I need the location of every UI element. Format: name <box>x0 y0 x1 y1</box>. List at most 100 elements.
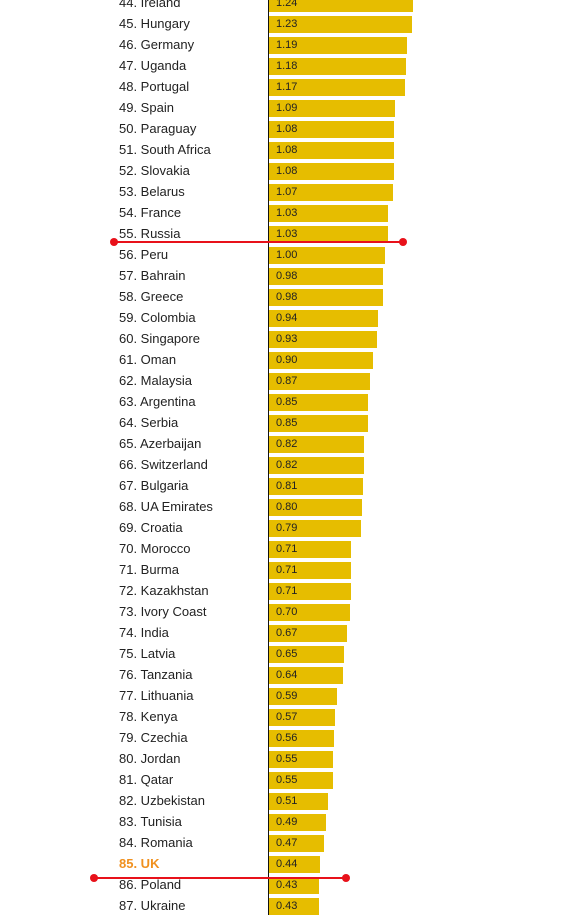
bar-value-label: 1.07 <box>276 186 298 198</box>
bar <box>269 772 333 789</box>
bar <box>269 835 324 852</box>
bar <box>269 37 407 54</box>
bar <box>269 268 383 285</box>
row-label: 46. Germany <box>119 37 195 52</box>
row-label: 60. Singapore <box>119 331 200 346</box>
row-label: 48. Portugal <box>119 79 190 94</box>
bar-value-label: 0.56 <box>276 732 298 744</box>
bar <box>269 331 377 348</box>
bar <box>269 352 373 369</box>
row-label: 82. Uzbekistan <box>119 793 205 808</box>
bar <box>269 541 351 558</box>
bar <box>269 751 333 768</box>
bar-value-label: 0.47 <box>276 837 298 849</box>
row-label: 55. Russia <box>119 226 181 241</box>
bar <box>269 730 334 747</box>
bar-value-label: 0.71 <box>276 543 298 555</box>
bar <box>269 226 388 243</box>
bar-value-label: 1.23 <box>276 18 298 30</box>
row-label: 58. Greece <box>119 289 184 304</box>
marker-line <box>94 877 346 879</box>
row-label: 83. Tunisia <box>119 814 182 829</box>
bar <box>269 0 413 12</box>
bar <box>269 394 368 411</box>
row-label: 61. Oman <box>119 352 177 367</box>
bar <box>269 457 364 474</box>
bar-value-label: 0.57 <box>276 711 298 723</box>
bar <box>269 583 351 600</box>
bar <box>269 877 319 894</box>
bar <box>269 520 361 537</box>
bar <box>269 814 326 831</box>
bar-value-label: 1.24 <box>276 0 298 9</box>
bar <box>269 478 363 495</box>
row-label: 63. Argentina <box>119 394 196 409</box>
bar <box>269 562 351 579</box>
row-label: 62. Malaysia <box>119 373 192 388</box>
row-label: 72. Kazakhstan <box>119 583 209 598</box>
row-label: 81. Qatar <box>119 772 174 787</box>
row-label: 84. Romania <box>119 835 193 850</box>
bar-value-label: 0.65 <box>276 648 298 660</box>
bar <box>269 163 394 180</box>
bar <box>269 667 343 684</box>
bar <box>269 688 337 705</box>
row-label: 75. Latvia <box>119 646 176 661</box>
bar-value-label: 0.98 <box>276 270 298 282</box>
marker-line <box>114 241 403 243</box>
bar-value-label: 0.87 <box>276 375 298 387</box>
bar <box>269 373 370 390</box>
bar <box>269 16 412 33</box>
row-label: 70. Morocco <box>119 541 191 556</box>
row-label: 68. UA Emirates <box>119 499 213 514</box>
row-label: 47. Uganda <box>119 58 187 73</box>
bar-value-label: 1.03 <box>276 207 298 219</box>
bar-value-label: 0.94 <box>276 312 298 324</box>
row-label: 59. Colombia <box>119 310 196 325</box>
row-label: 53. Belarus <box>119 184 185 199</box>
bar-value-label: 0.82 <box>276 459 298 471</box>
row-label: 67. Bulgaria <box>119 478 189 493</box>
bar <box>269 205 388 222</box>
bar-value-label: 0.71 <box>276 585 298 597</box>
bar-value-label: 0.59 <box>276 690 298 702</box>
row-label: 78. Kenya <box>119 709 178 724</box>
bar-value-label: 0.82 <box>276 438 298 450</box>
bar <box>269 310 378 327</box>
bar-value-label: 0.80 <box>276 501 298 513</box>
bar <box>269 142 394 159</box>
row-label: 69. Croatia <box>119 520 183 535</box>
bar-value-label: 0.55 <box>276 753 298 765</box>
bar-value-label: 1.03 <box>276 228 298 240</box>
row-label: 74. India <box>119 625 169 640</box>
bar <box>269 856 320 873</box>
bar-value-label: 0.51 <box>276 795 298 807</box>
bar-value-label: 0.79 <box>276 522 298 534</box>
bar-value-label: 0.67 <box>276 627 298 639</box>
bar-value-label: 0.71 <box>276 564 298 576</box>
bar <box>269 58 406 75</box>
bar-value-label: 0.55 <box>276 774 298 786</box>
bar-value-label: 0.81 <box>276 480 298 492</box>
bar <box>269 415 368 432</box>
row-label: 73. Ivory Coast <box>119 604 207 619</box>
bar <box>269 100 395 117</box>
row-label: 85. UK <box>119 856 160 871</box>
bar <box>269 646 344 663</box>
bar-value-label: 1.17 <box>276 81 298 93</box>
marker-dot <box>399 238 407 246</box>
bar-value-label: 0.85 <box>276 396 298 408</box>
bar <box>269 499 362 516</box>
bar-value-label: 0.90 <box>276 354 298 366</box>
bar-value-label: 0.93 <box>276 333 298 345</box>
bar-value-label: 0.85 <box>276 417 298 429</box>
row-label: 80. Jordan <box>119 751 181 766</box>
row-label: 77. Lithuania <box>119 688 194 703</box>
row-label: 44. Ireland <box>119 0 181 10</box>
row-label: 51. South Africa <box>119 142 211 157</box>
row-label: 50. Paraguay <box>119 121 197 136</box>
bar-value-label: 1.00 <box>276 249 298 261</box>
marker-dot <box>110 238 118 246</box>
bar-value-label: 0.43 <box>276 879 298 891</box>
